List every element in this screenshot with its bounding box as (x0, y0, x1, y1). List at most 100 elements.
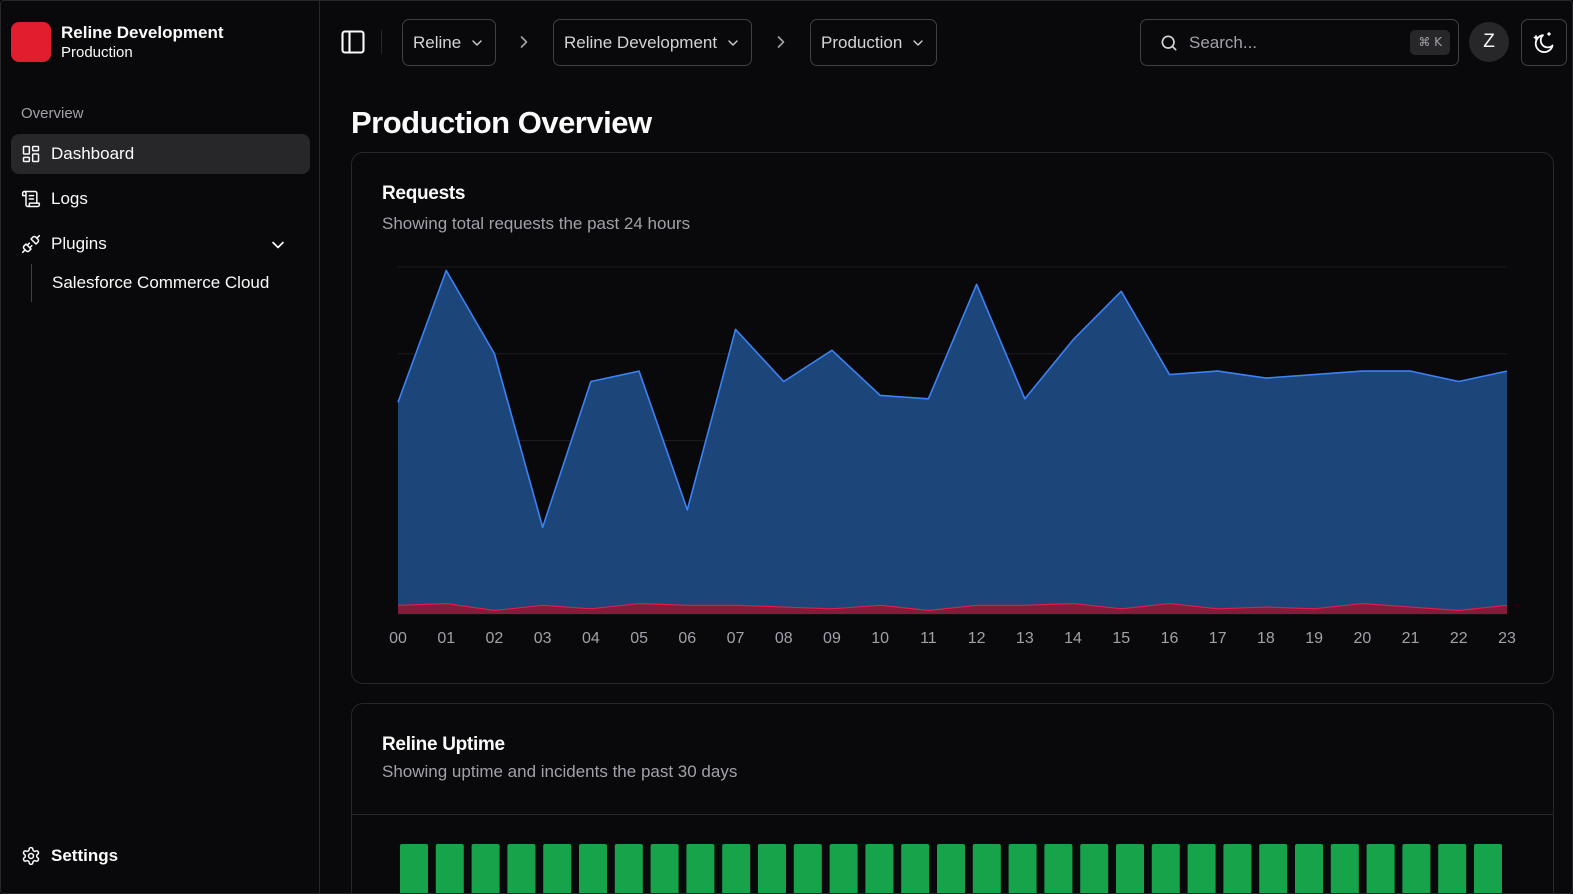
uptime-day-bar[interactable] (1474, 844, 1502, 894)
data-point-requests[interactable] (830, 348, 834, 352)
x-tick-label: 09 (823, 630, 841, 647)
data-point-requests[interactable] (1167, 373, 1171, 377)
uptime-day-bar[interactable] (865, 844, 894, 894)
uptime-day-bar[interactable] (471, 844, 500, 894)
uptime-day-bar[interactable] (400, 844, 428, 894)
data-point-requests[interactable] (1409, 369, 1413, 373)
x-tick-label: 16 (1161, 630, 1179, 647)
series-line-requests (397, 269, 1508, 529)
data-point-requests[interactable] (975, 282, 979, 286)
uptime-day-bar[interactable] (1259, 844, 1288, 894)
uptime-day-bar[interactable] (1366, 844, 1395, 894)
data-point-requests[interactable] (1071, 338, 1075, 342)
uptime-day-bar[interactable] (614, 844, 643, 894)
x-tick-label: 00 (389, 630, 407, 647)
data-point-requests[interactable] (396, 400, 400, 404)
org-name: Reline Development (61, 23, 224, 42)
uptime-day-bar[interactable] (1187, 844, 1216, 894)
card-description: Showing total requests the past 24 hours (382, 214, 691, 233)
data-point-requests[interactable] (589, 380, 593, 384)
data-point-requests[interactable] (1023, 397, 1027, 401)
org-logo (11, 22, 51, 62)
breadcrumb-project[interactable]: Reline Development (553, 19, 753, 66)
series-area-requests (398, 270, 1507, 614)
uptime-day-bar[interactable] (793, 844, 822, 894)
card-description: Showing uptime and incidents the past 30… (382, 762, 738, 781)
data-point-requests[interactable] (734, 327, 738, 331)
uptime-day-bar[interactable] (543, 844, 572, 894)
uptime-day-bar[interactable] (1008, 844, 1037, 894)
sidebar-item-dashboard[interactable]: Dashboard (11, 134, 310, 174)
data-point-requests[interactable] (685, 508, 689, 512)
uptime-day-bar[interactable] (579, 844, 607, 894)
user-avatar[interactable]: Z (1469, 22, 1509, 62)
uptime-day-bar[interactable] (972, 844, 1001, 894)
data-point-requests[interactable] (926, 397, 930, 401)
data-point-requests[interactable] (1312, 373, 1316, 377)
uptime-bar-strip (400, 844, 1502, 894)
uptime-day-bar[interactable] (1438, 844, 1467, 894)
plug-icon (21, 234, 41, 254)
data-point-requests[interactable] (782, 380, 786, 384)
uptime-day-bar[interactable] (1402, 844, 1431, 894)
search-icon (1161, 35, 1177, 51)
search-shortcut-badge: ⌘ K (1410, 30, 1450, 55)
gear-icon (22, 846, 40, 866)
data-point-requests[interactable] (878, 393, 882, 397)
data-point-requests[interactable] (1505, 369, 1509, 373)
uptime-day-bar[interactable] (1223, 844, 1252, 894)
uptime-day-bar[interactable] (686, 844, 715, 894)
chevron-right-icon (777, 36, 785, 48)
chevron-down-icon[interactable] (268, 235, 288, 255)
sidebar-subitem-salesforce[interactable]: Salesforce Commerce Cloud (52, 273, 270, 292)
uptime-day-bar[interactable] (758, 844, 786, 894)
uptime-day-bar[interactable] (829, 844, 858, 894)
data-point-requests[interactable] (444, 268, 448, 272)
uptime-day-bar[interactable] (722, 844, 751, 894)
x-tick-label: 06 (678, 630, 696, 647)
uptime-day-bar[interactable] (937, 844, 965, 894)
uptime-day-bar[interactable] (1330, 844, 1359, 894)
uptime-day-bar[interactable] (901, 844, 930, 894)
data-point-requests[interactable] (1216, 369, 1220, 373)
sidebar-item-label: Dashboard (51, 144, 135, 163)
card-divider (352, 814, 1553, 815)
data-point-requests[interactable] (637, 369, 641, 373)
uptime-day-bar[interactable] (1151, 844, 1180, 894)
uptime-day-bar[interactable] (1116, 844, 1144, 894)
requests-card: Requests Showing total requests the past… (351, 152, 1554, 684)
breadcrumb-environment[interactable]: Production (810, 19, 938, 66)
uptime-day-bar[interactable] (650, 844, 679, 894)
x-tick-label: 17 (1209, 630, 1227, 647)
data-point-requests[interactable] (1457, 380, 1461, 384)
uptime-day-bar[interactable] (1295, 844, 1323, 894)
uptime-day-bar[interactable] (1044, 844, 1073, 894)
org-switcher[interactable]: Reline Development Production (11, 22, 224, 62)
x-tick-label: 08 (775, 630, 793, 647)
data-point-requests[interactable] (541, 525, 545, 529)
uptime-day-bar[interactable] (435, 844, 464, 894)
chevron-down-icon (728, 39, 738, 46)
org-environment: Production (61, 44, 133, 61)
x-tick-label: 15 (1112, 630, 1130, 647)
uptime-day-bar[interactable] (507, 844, 536, 894)
data-point-requests[interactable] (1360, 369, 1364, 373)
sidebar-item-logs[interactable]: Logs (11, 179, 310, 219)
theme-toggle-button[interactable] (1521, 19, 1567, 66)
chevron-down-icon (472, 39, 482, 46)
requests-area-chart[interactable]: 00 01 02 03 04 05 06 07 08 09 10 11 12 13 14 15 16 17 18 19… (352, 153, 1554, 684)
sidebar-item-settings[interactable]: Settings (11, 836, 310, 876)
card-title: Requests (382, 183, 466, 204)
uptime-day-bar[interactable] (1080, 844, 1109, 894)
dashboard-icon (22, 145, 40, 163)
sidebar-item-label: Plugins (51, 234, 107, 253)
data-point-requests[interactable] (492, 352, 496, 356)
data-point-requests[interactable] (1119, 289, 1123, 293)
breadcrumb-organization[interactable]: Reline (402, 19, 497, 66)
search-input[interactable]: Search... ⌘ K (1140, 19, 1459, 66)
x-tick-label: 02 (486, 630, 504, 647)
sidebar-item-plugins[interactable]: Plugins (11, 224, 310, 264)
sidebar-toggle-icon[interactable] (339, 28, 367, 56)
data-point-requests[interactable] (1264, 376, 1268, 380)
